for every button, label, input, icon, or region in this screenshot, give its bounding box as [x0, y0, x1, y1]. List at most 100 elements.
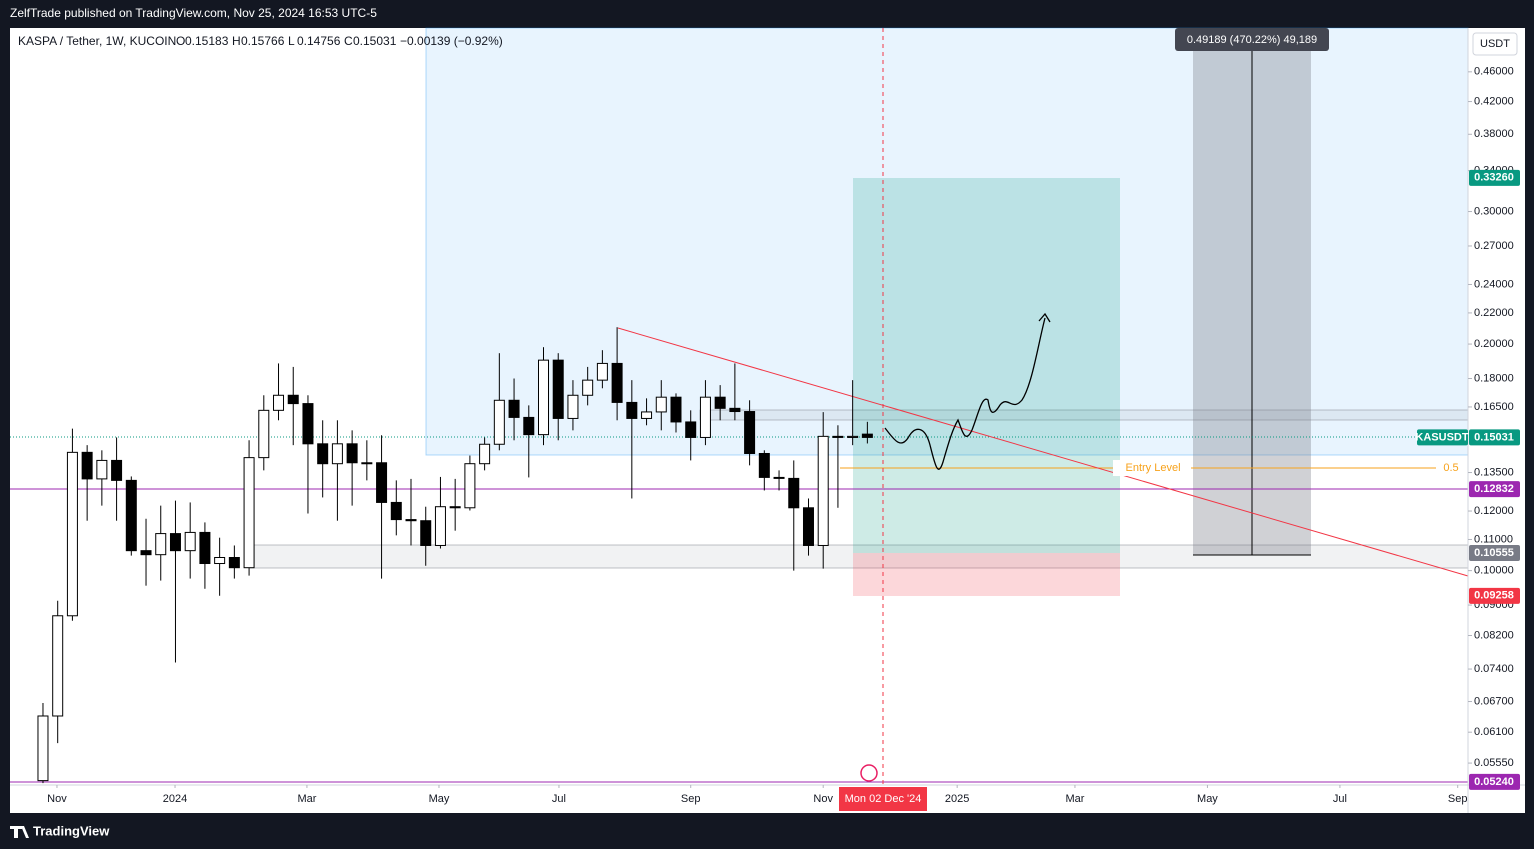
stop-box: [853, 553, 1120, 596]
candle-body: [214, 556, 226, 565]
y-tick-label: 0.07400: [1474, 663, 1514, 675]
candle-body: [273, 394, 285, 411]
price-tag: [1469, 481, 1520, 498]
candle-body: [184, 531, 196, 552]
candle-body: [493, 399, 505, 445]
y-tick-label: 0.05550: [1474, 757, 1514, 769]
candle-body: [641, 411, 653, 419]
candle-body: [52, 615, 64, 717]
candle-body: [331, 443, 343, 465]
ohlc-value: 0.15031: [353, 34, 397, 48]
candle-body: [670, 396, 682, 423]
y-tick-label: 0.06700: [1474, 695, 1514, 707]
candle-body: [66, 451, 78, 617]
y-tick-label: 0.38000: [1474, 128, 1514, 140]
ohlc-label: C: [344, 34, 353, 48]
ohlc-value: 0.15766: [241, 34, 285, 48]
drawings: [10, 27, 1469, 785]
candle-body: [111, 459, 123, 481]
axes: 0.460000.420000.380000.340000.300000.270…: [47, 66, 1520, 805]
x-tick-label: Nov: [813, 793, 833, 805]
candle-body: [96, 459, 108, 480]
price-tag-label: 0.15031: [1474, 431, 1514, 443]
y-tick-label: 0.30000: [1474, 205, 1514, 217]
axis-unit: USDT: [1480, 38, 1510, 50]
y-tick-label: 0.20000: [1474, 338, 1514, 350]
candle-body: [508, 399, 520, 418]
blue-zone: [425, 27, 1469, 456]
price-tag: [1469, 429, 1520, 446]
x-tick-label: Sep: [1448, 793, 1468, 805]
y-tick-label: 0.42000: [1474, 95, 1514, 107]
candle-body: [420, 520, 432, 546]
candle-body: [538, 359, 550, 436]
candle-body: [317, 443, 329, 465]
candle-body: [37, 715, 49, 782]
unit-button[interactable]: [1472, 32, 1518, 56]
candle-body: [611, 362, 623, 403]
candles: [37, 327, 873, 784]
candle-body: [140, 550, 152, 556]
y-tick-label: 0.46000: [1474, 66, 1514, 78]
candle-body: [243, 457, 255, 569]
ohlc-label: H: [232, 34, 241, 48]
y-tick-label: 0.10000: [1474, 565, 1514, 577]
candle-body: [552, 359, 564, 419]
price-tag: [1469, 169, 1520, 186]
candle-body: [832, 435, 844, 438]
candle-body: [847, 435, 859, 438]
y-tick-label: 0.12000: [1474, 505, 1514, 517]
candle-body: [714, 396, 726, 409]
x-tick-label: Nov: [47, 793, 67, 805]
price-tag-label: 0.09258: [1474, 590, 1514, 602]
x-tick-label: 2025: [945, 793, 969, 805]
candle-body: [788, 477, 800, 509]
price-tag-label: 0.10555: [1474, 547, 1514, 559]
projection-arrow: [1038, 312, 1051, 323]
x-tick-label: May: [1197, 793, 1218, 805]
candle-body: [699, 396, 711, 438]
event-icon[interactable]: [860, 764, 878, 782]
target-box: [853, 178, 1120, 553]
cursor-date-bg: [839, 787, 927, 811]
symbol-tag: [1417, 429, 1468, 446]
y-tick-label: 0.06100: [1474, 726, 1514, 738]
y-tick-label: 0.08200: [1474, 629, 1514, 641]
symbol-tag-label: KASUSDT: [1415, 431, 1468, 443]
candle-body: [376, 462, 388, 503]
ohlc-value: 0.15183: [185, 34, 229, 48]
candle-body: [81, 451, 93, 480]
cursor-date: Mon 02 Dec '24: [845, 793, 922, 805]
candle-body: [449, 506, 461, 509]
candle-body: [302, 403, 314, 445]
entry-label-bg: [1113, 460, 1191, 476]
fib-label: 0.5: [1443, 462, 1458, 474]
ohlc-legend: O 0.15183 H 0.15766 L 0.14756 C 0.15031: [176, 34, 397, 48]
y-tick-label: 0.18000: [1474, 372, 1514, 384]
ohlc-label: O: [176, 34, 185, 48]
candle-body: [228, 556, 240, 569]
projection-path: [884, 317, 1046, 470]
ohlc-label: L: [288, 34, 295, 48]
candle-body: [464, 463, 476, 509]
publisher: ZelfTrade published on TradingView.com, …: [10, 6, 377, 20]
price-tag: [1469, 544, 1520, 561]
candle-body: [287, 394, 299, 405]
candle-body: [758, 452, 770, 478]
candle-body: [169, 533, 181, 552]
y-tick-label: 0.16500: [1474, 401, 1514, 413]
candle-body: [861, 433, 873, 438]
candle-body: [596, 362, 608, 381]
y-tick-label: 0.27000: [1474, 240, 1514, 252]
change: −0.00139 (−0.92%): [400, 34, 503, 48]
y-tick-label: 0.11000: [1474, 533, 1513, 545]
x-tick-label: Mar: [1065, 793, 1084, 805]
x-tick-label: May: [429, 793, 450, 805]
candle-body: [434, 506, 446, 546]
price-tag-label: 0.33260: [1474, 172, 1514, 184]
entry-label: Entry Level: [1125, 462, 1180, 474]
price-tag-label: 0.05240: [1474, 776, 1514, 788]
candle-body: [582, 379, 594, 396]
x-tick-label: Mar: [297, 793, 316, 805]
x-tick-label: Jul: [552, 793, 566, 805]
